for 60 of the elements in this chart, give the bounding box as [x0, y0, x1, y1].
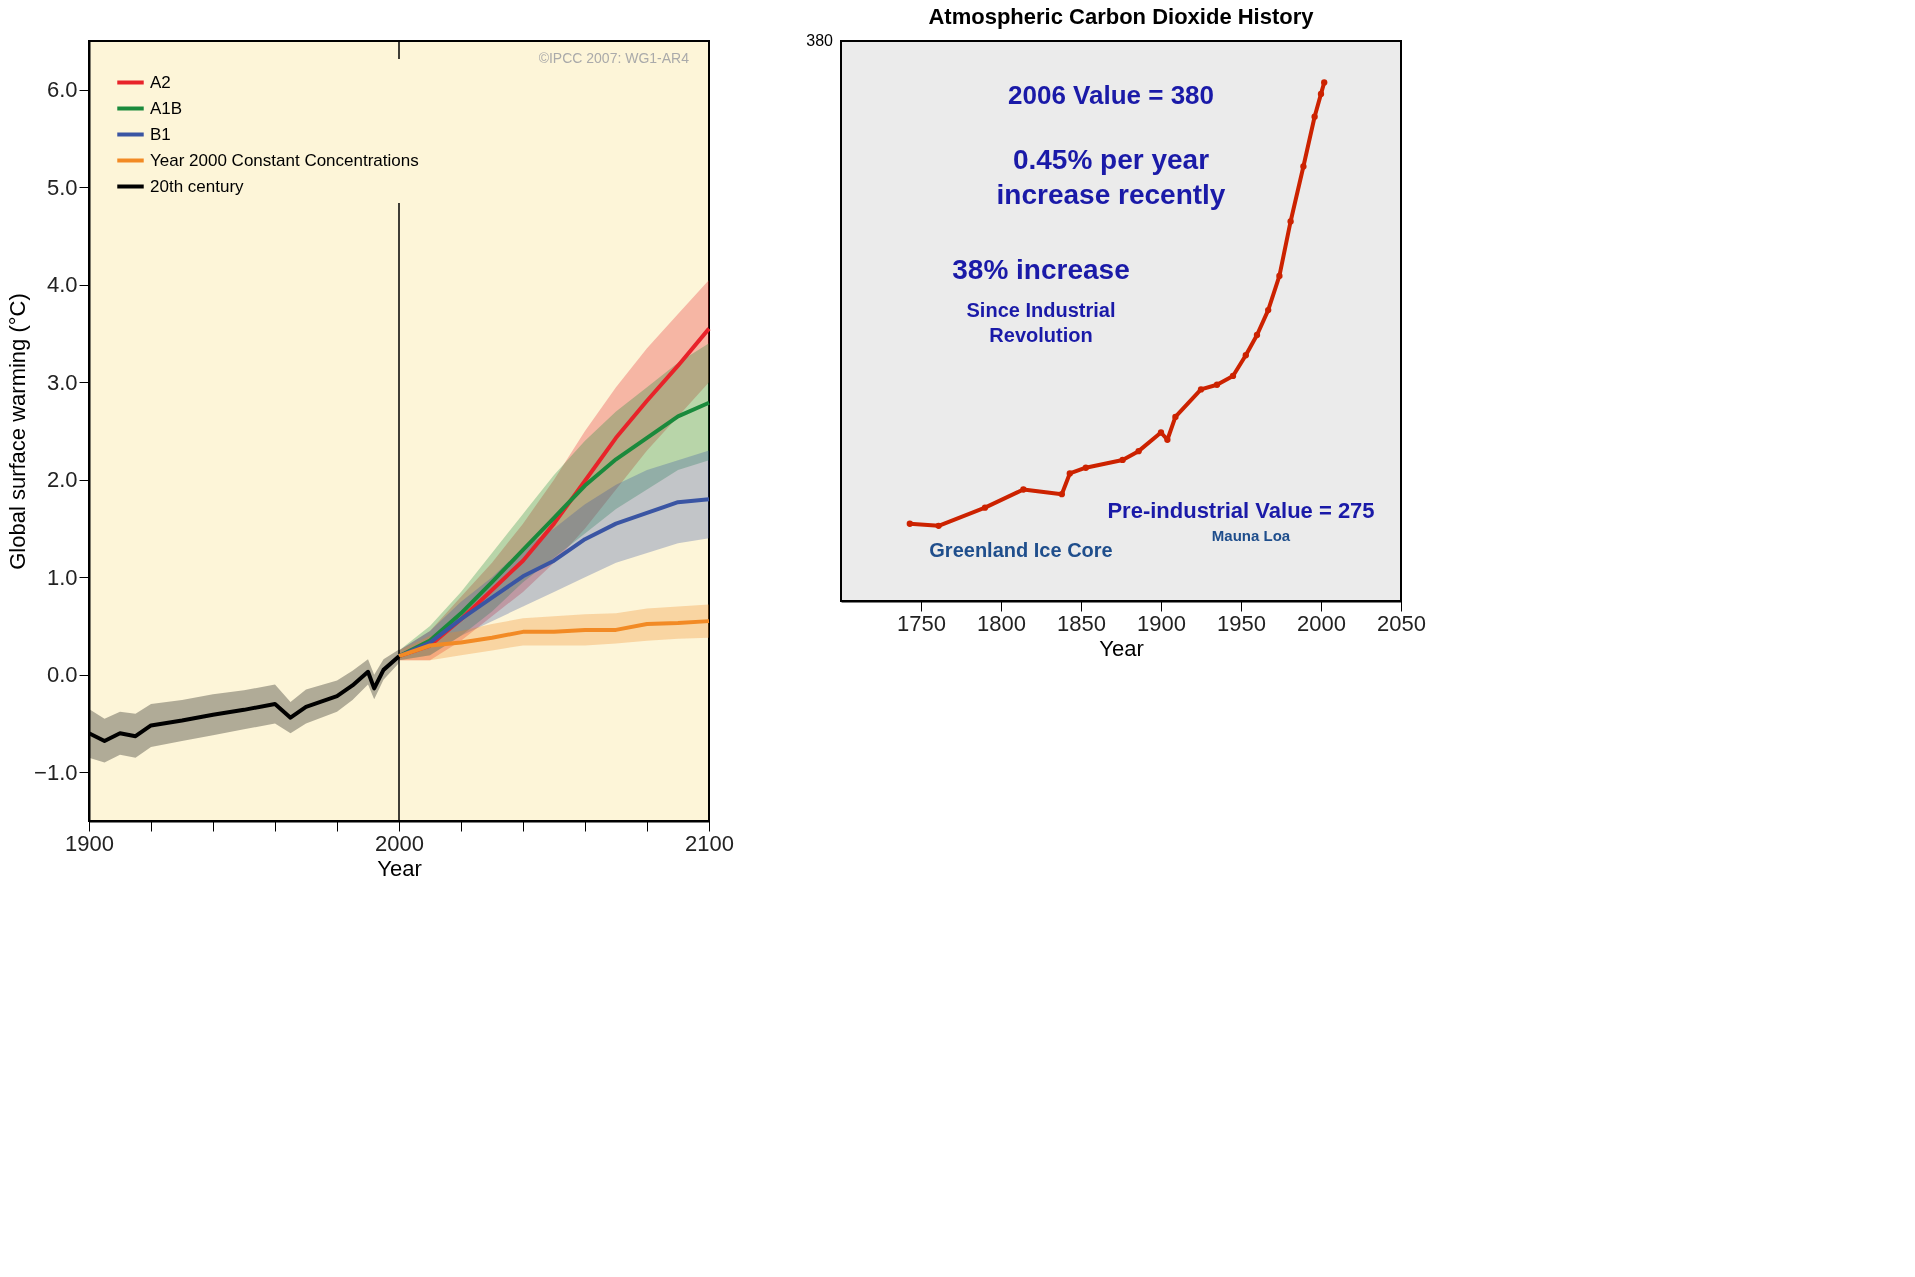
point — [981, 504, 989, 511]
point — [906, 520, 913, 527]
legend-label: A2 — [150, 72, 171, 92]
point — [1066, 470, 1073, 477]
x-tick-label: 2050 — [1377, 610, 1426, 636]
y-tick-label: 6.0 — [46, 77, 78, 103]
y-tick-label: 4.0 — [46, 272, 78, 298]
x-tick-label: 2000 — [375, 830, 424, 856]
y-tick-label: 0.0 — [46, 662, 78, 688]
point — [1135, 447, 1142, 455]
point — [1287, 218, 1294, 225]
point — [1300, 163, 1307, 170]
y-tick-label: 1.0 — [46, 564, 78, 590]
x-axis-title: Year — [1099, 635, 1144, 661]
x-tick-label: 1850 — [1057, 610, 1106, 636]
point — [1311, 113, 1318, 120]
x-tick-label: 2000 — [1297, 610, 1346, 636]
point — [1229, 372, 1237, 380]
point — [1317, 90, 1325, 98]
line-series — [397, 619, 711, 659]
y-axis-title: Global surface warming (°C) — [5, 293, 31, 570]
point — [1058, 491, 1065, 498]
point — [1157, 429, 1165, 436]
legend-label: Year 2000 Constant Concentrations — [150, 150, 419, 170]
point — [1020, 486, 1027, 493]
x-tick-label: 1750 — [897, 610, 946, 636]
annotation: 38% increase — [952, 254, 1130, 285]
x-tick-label: 1950 — [1217, 610, 1266, 636]
x-tick-label: 1900 — [65, 830, 114, 856]
x-tick-label: 1800 — [977, 610, 1026, 636]
y-tick-label: 3.0 — [46, 369, 78, 395]
annotation: Since Industrial Revolution — [966, 299, 1116, 346]
point — [1082, 464, 1089, 471]
legend-label: 20th century — [150, 176, 245, 196]
legend-label: A1B — [150, 98, 183, 118]
text: 380 — [806, 32, 834, 49]
y-tick-label: −1.0 — [34, 759, 78, 785]
x-axis-title: Year — [377, 855, 422, 881]
x-tick-label: 1900 — [1137, 610, 1186, 636]
point — [1321, 79, 1328, 86]
point — [1197, 386, 1205, 393]
annotation: ©IPCC 2007: WG1-AR4 — [538, 50, 690, 66]
point — [1253, 331, 1261, 339]
point — [1172, 413, 1179, 421]
legend-label: B1 — [150, 124, 171, 144]
annotation: Pre-industrial Value = 275 — [1107, 498, 1375, 523]
x-tick-label: 2100 — [685, 830, 734, 856]
annotation: Greenland Ice Core — [929, 539, 1113, 561]
annotation: 2006 Value = 380 — [1007, 80, 1215, 110]
point — [1265, 306, 1272, 314]
point — [1242, 352, 1249, 359]
annotation: 0.45% per year increase recently — [996, 144, 1226, 210]
point — [935, 522, 942, 529]
point — [1276, 272, 1283, 280]
y-tick-label: 5.0 — [46, 174, 78, 200]
y-tick-label: 2.0 — [46, 467, 78, 493]
point — [1119, 456, 1126, 464]
chart-title: Atmospheric Carbon Dioxide History — [928, 4, 1315, 29]
point — [1213, 381, 1221, 388]
annotation: Mauna Loa — [1211, 527, 1291, 544]
